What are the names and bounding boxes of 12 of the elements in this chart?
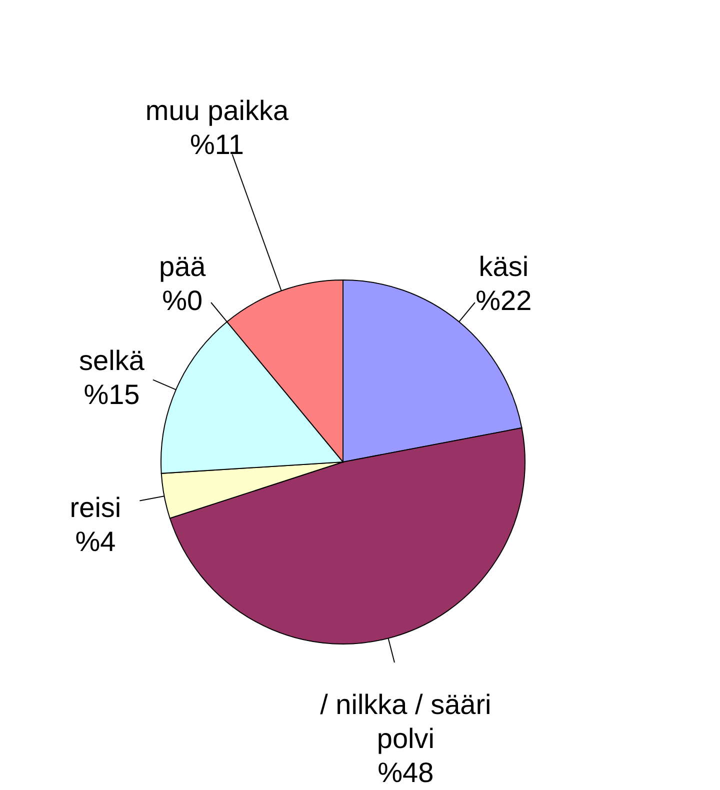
data-label: %4 [75,526,116,558]
data-label: %15 [84,378,140,410]
data-label: %22 [476,284,532,316]
text: %0 [162,284,203,316]
slice-label: / nilkka / sääri polvi [320,689,492,754]
slice-label: reisi [70,492,122,524]
category-label: pää [159,250,206,282]
slice-label: selkä [79,344,145,376]
data-label: %48 [378,757,434,788]
slice-label: muu paikka [145,94,290,126]
data-label: %11 [190,128,244,160]
slice-label: käsi [478,250,529,282]
